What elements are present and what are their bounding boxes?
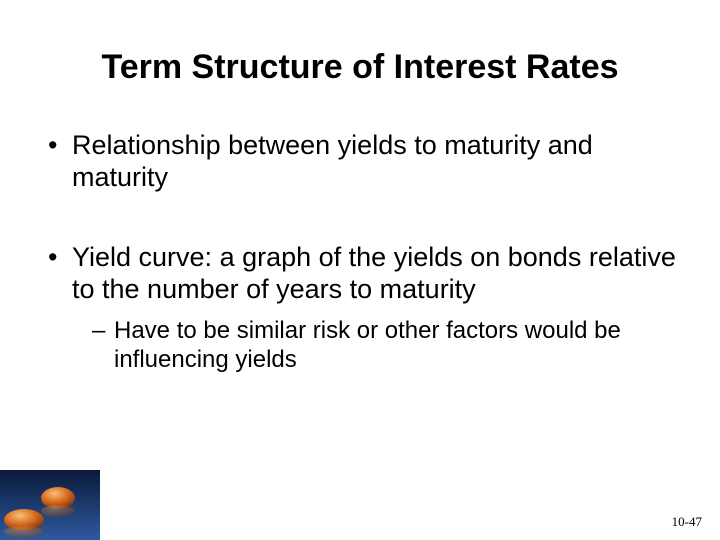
bullet-item: Yield curve: a graph of the yields on bo…: [46, 242, 690, 375]
bullet-item: Relationship between yields to maturity …: [46, 130, 690, 194]
slide-title: Term Structure of Interest Rates: [0, 48, 720, 87]
page-number: 10-47: [672, 514, 702, 530]
bullet-list: Relationship between yields to maturity …: [46, 130, 690, 375]
decorative-image: [0, 470, 100, 540]
content-area: Relationship between yields to maturity …: [46, 130, 690, 423]
sub-bullet-list: Have to be similar risk or other factors…: [90, 317, 690, 375]
sub-bullet-item: Have to be similar risk or other factors…: [90, 317, 690, 375]
bullet-text: Yield curve: a graph of the yields on bo…: [72, 242, 676, 304]
bullet-text: Relationship between yields to maturity …: [72, 130, 593, 192]
slide: Term Structure of Interest Rates Relatio…: [0, 0, 720, 540]
stones-water-icon: [0, 470, 100, 540]
sub-bullet-text: Have to be similar risk or other factors…: [114, 317, 621, 373]
